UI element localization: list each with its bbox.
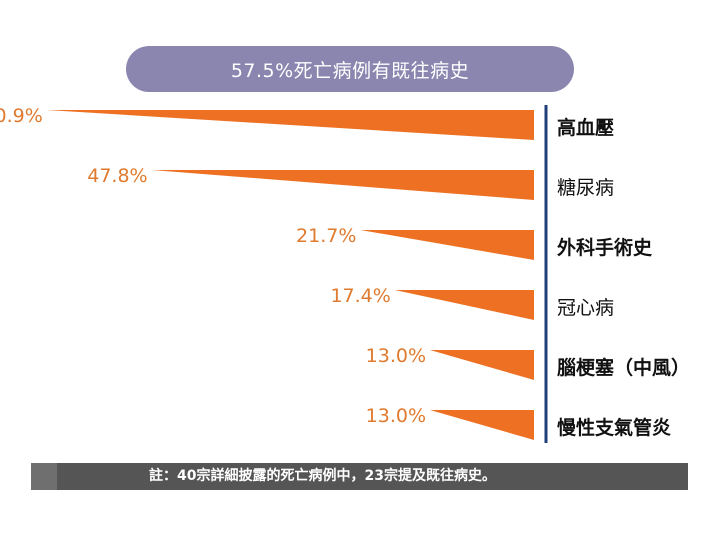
footnote-accent <box>31 463 57 490</box>
value-label: 60.9% <box>0 105 43 127</box>
category-label: 慢性支氣管炎 <box>557 416 671 439</box>
wedge-bar <box>430 410 534 440</box>
value-label: 13.0% <box>366 345 426 367</box>
category-label: 冠心病 <box>557 297 614 319</box>
category-label: 糖尿病 <box>557 177 614 199</box>
category-label: 高血壓 <box>557 116 614 139</box>
value-label: 21.7% <box>296 225 356 247</box>
value-label: 17.4% <box>330 285 390 307</box>
category-label: 腦梗塞（中風） <box>557 356 690 379</box>
wedge-bar <box>430 350 534 380</box>
footnote-bar: 註：40宗詳細披露的死亡病例中，23宗提及既往病史。 <box>31 463 688 490</box>
wedge-bar <box>46 110 535 140</box>
value-label: 13.0% <box>366 405 426 427</box>
chart-title-pill: 57.5%死亡病例有既往病史 <box>126 46 574 92</box>
chart-title: 57.5%死亡病例有既往病史 <box>230 59 470 82</box>
wedge-bar <box>151 170 534 200</box>
category-label: 外科手術史 <box>557 236 653 259</box>
wedge-bar <box>394 290 534 320</box>
footnote-text: 註：40宗詳細披露的死亡病例中，23宗提及既往病史。 <box>149 468 496 484</box>
wedge-bar <box>360 230 534 260</box>
value-label: 47.8% <box>87 165 147 187</box>
